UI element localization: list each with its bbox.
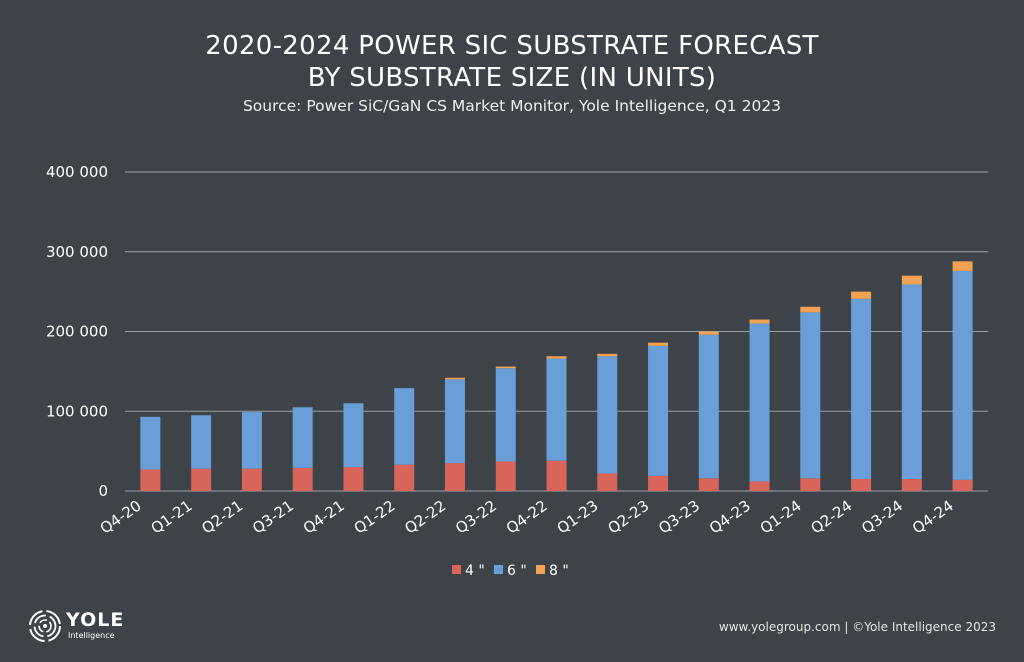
x-tick-label: Q2-21 xyxy=(198,497,246,538)
x-tick-label: Q2-24 xyxy=(807,497,855,538)
bar-segment xyxy=(546,356,567,359)
bar-segment xyxy=(343,467,364,491)
legend-swatch xyxy=(536,565,545,574)
bar-segment xyxy=(292,467,313,491)
chart-title: 2020-2024 POWER SIC SUBSTRATE FORECAST B… xyxy=(0,30,1024,94)
bar-segment xyxy=(901,284,922,480)
chart-title-line2: BY SUBSTRATE SIZE (IN UNITS) xyxy=(307,63,717,93)
x-tick-label: Q3-23 xyxy=(655,497,703,538)
legend-label: 6 " xyxy=(507,563,527,579)
bar-segment xyxy=(343,403,364,468)
bar-segment xyxy=(495,368,516,462)
bar-segment xyxy=(444,377,465,380)
x-tick-label: Q1-21 xyxy=(148,497,196,538)
bar-segment xyxy=(444,463,465,491)
bar-segment xyxy=(495,461,516,491)
bar-segment xyxy=(597,356,618,474)
bar-segment xyxy=(648,342,669,346)
logo-subtitle: Intelligence xyxy=(68,631,115,640)
x-tick-label: Q3-24 xyxy=(858,497,906,538)
y-tick-label: 300 000 xyxy=(46,243,108,261)
bar-segment xyxy=(241,412,262,469)
bar-segment xyxy=(851,479,872,491)
x-tick-label: Q4-23 xyxy=(706,497,754,538)
x-tick-label: Q1-22 xyxy=(351,497,399,538)
x-tick-label: Q4-21 xyxy=(300,497,348,538)
x-tick-label: Q3-22 xyxy=(452,497,500,538)
bar-segment xyxy=(648,475,669,491)
bar-segment xyxy=(698,478,719,491)
bar-segment xyxy=(191,415,212,469)
bar-segment xyxy=(394,388,415,465)
footer-credit: www.yolegroup.com | ©Yole Intelligence 2… xyxy=(718,620,996,634)
bar-segment xyxy=(546,460,567,491)
bar-segment xyxy=(749,319,770,324)
y-tick-label: 0 xyxy=(98,482,108,500)
bar-segment xyxy=(952,270,973,480)
bar-segment xyxy=(191,468,212,491)
y-tick-label: 100 000 xyxy=(46,402,108,420)
bar-segment xyxy=(241,468,262,491)
x-tick-label: Q3-21 xyxy=(249,497,297,538)
bar-segment xyxy=(901,479,922,491)
x-tick-label: Q2-23 xyxy=(604,497,652,538)
bar-segment xyxy=(597,473,618,491)
x-tick-label: Q1-24 xyxy=(757,497,805,538)
y-tick-label: 200 000 xyxy=(46,323,108,341)
y-tick-label: 400 000 xyxy=(46,163,108,181)
bar-segment xyxy=(851,298,872,480)
bar-segment xyxy=(800,478,821,491)
x-tick-label: Q4-20 xyxy=(97,497,145,538)
bar-segment xyxy=(800,312,821,479)
yole-logo-icon xyxy=(29,610,61,642)
bar-segment xyxy=(394,464,415,491)
bar-segment xyxy=(140,416,161,470)
bar-segment xyxy=(800,306,821,313)
x-tick-label: Q1-23 xyxy=(554,497,602,538)
bar-segment xyxy=(292,407,313,468)
logo-name: YOLE xyxy=(66,609,125,631)
yole-logo: YOLE Intelligence xyxy=(28,609,123,649)
x-tick-label: Q2-22 xyxy=(401,497,449,538)
bar-segment xyxy=(952,261,973,271)
legend-label: 8 " xyxy=(549,563,569,579)
bar-segment xyxy=(952,479,973,491)
legend-label: 4 " xyxy=(465,563,485,579)
bar-segment xyxy=(698,331,719,335)
bar-segment xyxy=(597,353,618,357)
bar-segment xyxy=(749,481,770,491)
bar-segment xyxy=(698,334,719,479)
x-tick-label: Q4-22 xyxy=(503,497,551,538)
bar-segment xyxy=(648,345,669,476)
chart-subtitle: Source: Power SiC/GaN CS Market Monitor,… xyxy=(242,97,782,115)
bar-segment xyxy=(749,323,770,482)
chart-title-line1: 2020-2024 POWER SIC SUBSTRATE FORECAST xyxy=(205,31,819,61)
bar-segment xyxy=(495,366,516,369)
bar-segment xyxy=(444,379,465,464)
bar-segment xyxy=(546,358,567,461)
bar-segment xyxy=(140,469,161,491)
legend-swatch xyxy=(494,565,503,574)
legend-swatch xyxy=(452,565,461,574)
bar-segment xyxy=(901,275,922,285)
bar-segment xyxy=(851,291,872,299)
x-tick-label: Q4-24 xyxy=(909,497,957,538)
